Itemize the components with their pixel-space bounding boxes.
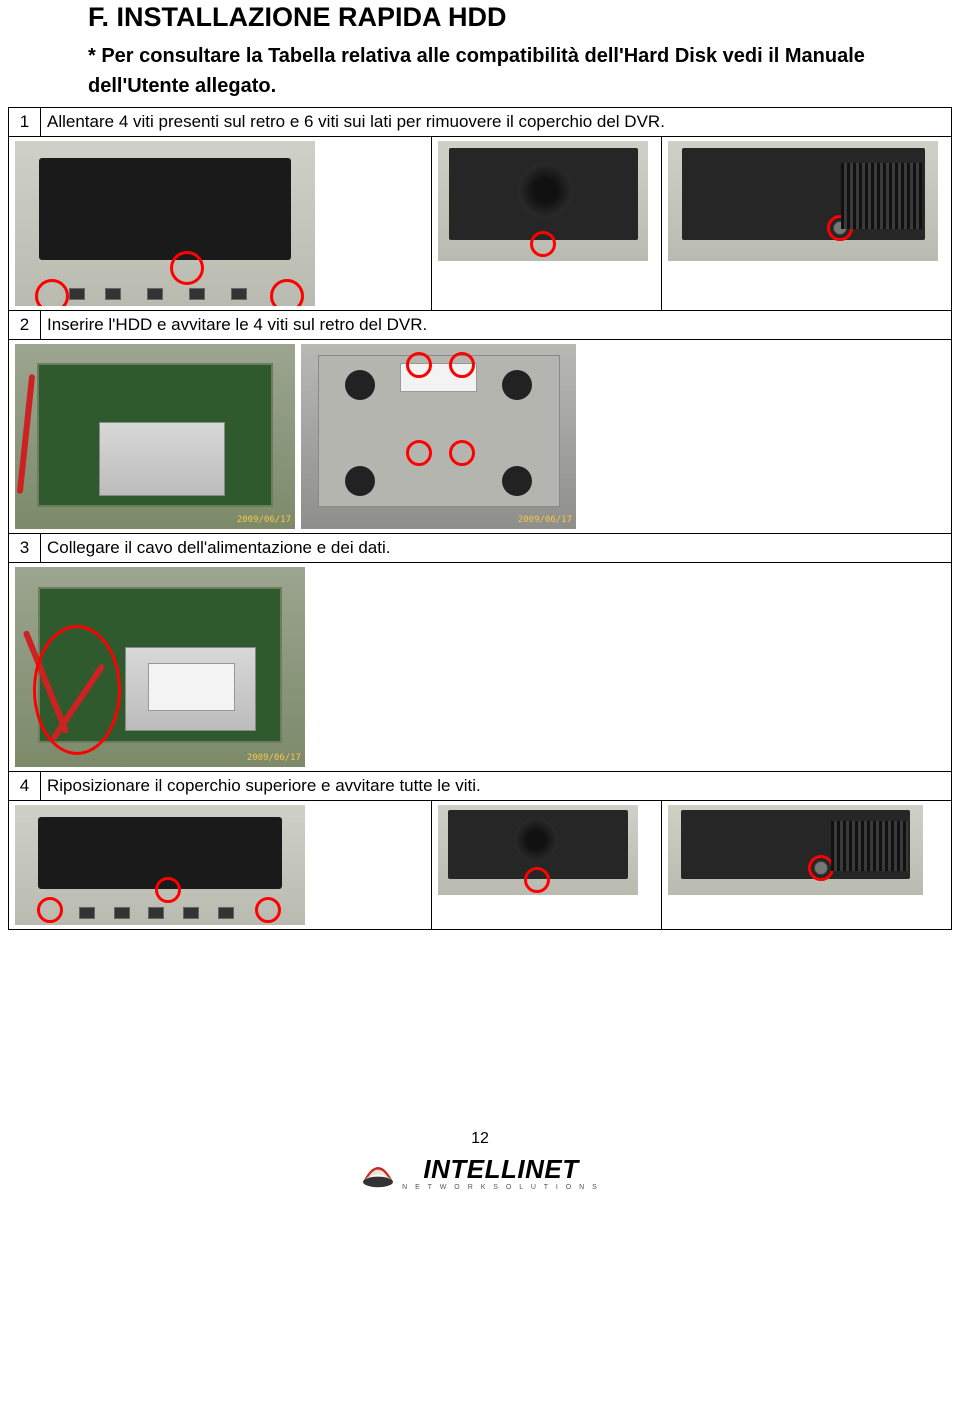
step4-image-main [9, 801, 432, 930]
table-row: 2 Inserire l'HDD e avvitare le 4 viti su… [9, 311, 952, 340]
step2-images: 2009/06/17 2009/06/17 [9, 340, 952, 534]
step1-image-side2 [662, 137, 952, 311]
step1-image-main [9, 137, 432, 311]
step-number: 2 [9, 311, 41, 340]
table-row [9, 137, 952, 311]
highlight-ring [255, 897, 281, 923]
image-placeholder [15, 805, 305, 925]
highlight-ring [449, 440, 475, 466]
table-row: 4 Riposizionare il coperchio superiore e… [9, 772, 952, 801]
highlight-ring [170, 251, 204, 285]
highlight-ring [808, 855, 834, 881]
highlight-ring [37, 897, 63, 923]
image-placeholder [668, 805, 923, 895]
brand-name: INTELLINET [402, 1156, 600, 1182]
highlight-ring [406, 352, 432, 378]
image-placeholder: 2009/06/17 [15, 567, 305, 767]
page-number: 12 [8, 1130, 952, 1148]
section-subtitle: * Per consultare la Tabella relativa all… [8, 41, 952, 101]
brand-logo: INTELLINET N E T W O R K S O L U T I O N… [360, 1156, 600, 1191]
brand-tagline: N E T W O R K S O L U T I O N S [402, 1184, 600, 1191]
datestamp: 2009/06/17 [247, 753, 301, 763]
step-text: Inserire l'HDD e avvitare le 4 viti sul … [41, 311, 952, 340]
step-text: Collegare il cavo dell'alimentazione e d… [41, 534, 952, 563]
section-title: F. INSTALLAZIONE RAPIDA HDD [8, 0, 952, 35]
image-placeholder [438, 805, 638, 895]
table-row: 2009/06/17 [9, 563, 952, 772]
image-placeholder [668, 141, 938, 261]
steps-table: 1 Allentare 4 viti presenti sul retro e … [8, 107, 952, 930]
table-row: 1 Allentare 4 viti presenti sul retro e … [9, 108, 952, 137]
datestamp: 2009/06/17 [518, 515, 572, 525]
page: F. INSTALLAZIONE RAPIDA HDD * Per consul… [0, 0, 960, 1234]
image-placeholder [438, 141, 648, 261]
table-row: 2009/06/17 2009/06/17 [9, 340, 952, 534]
logo-text-wrap: INTELLINET N E T W O R K S O L U T I O N… [402, 1156, 600, 1191]
step-number: 1 [9, 108, 41, 137]
image-placeholder [15, 141, 315, 306]
highlight-ring [449, 352, 475, 378]
step4-image-side2 [662, 801, 952, 930]
highlight-ring [35, 279, 69, 306]
image-placeholder: 2009/06/17 [15, 344, 295, 529]
highlight-oval [33, 625, 121, 755]
step4-image-side1 [432, 801, 662, 930]
step1-image-side1 [432, 137, 662, 311]
highlight-ring [406, 440, 432, 466]
highlight-ring [270, 279, 304, 306]
step3-image: 2009/06/17 [9, 563, 952, 772]
datestamp: 2009/06/17 [237, 515, 291, 525]
image-placeholder: 2009/06/17 [301, 344, 576, 529]
table-row [9, 801, 952, 930]
logo-mark-icon [360, 1159, 396, 1189]
highlight-ring [155, 877, 181, 903]
highlight-ring [530, 231, 556, 257]
table-row: 3 Collegare il cavo dell'alimentazione e… [9, 534, 952, 563]
step-number: 4 [9, 772, 41, 801]
step-text: Riposizionare il coperchio superiore e a… [41, 772, 952, 801]
step-number: 3 [9, 534, 41, 563]
page-footer: 12 INTELLINET N E T W O R K S O L U T I … [8, 1130, 952, 1194]
step-text: Allentare 4 viti presenti sul retro e 6 … [41, 108, 952, 137]
highlight-ring [524, 867, 550, 893]
highlight-ring [827, 215, 853, 241]
